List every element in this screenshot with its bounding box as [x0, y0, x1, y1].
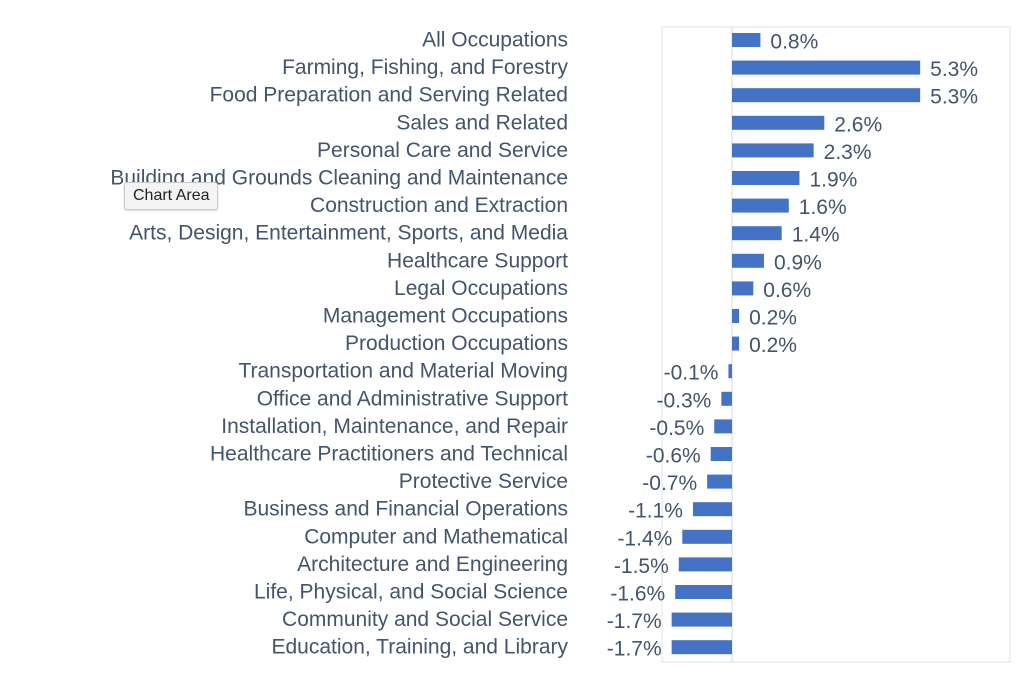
- bar[interactable]: [732, 198, 789, 213]
- category-label: Farming, Fishing, and Forestry: [282, 56, 568, 79]
- data-label: 0.2%: [749, 334, 797, 357]
- category-label: Installation, Maintenance, and Repair: [221, 415, 568, 438]
- bar[interactable]: [732, 281, 754, 296]
- bar[interactable]: [714, 419, 732, 434]
- category-label: Personal Care and Service: [317, 139, 568, 162]
- category-label: Sales and Related: [396, 111, 568, 134]
- chart-area-tooltip: Chart Area: [124, 182, 219, 210]
- bar[interactable]: [710, 447, 732, 461]
- bar[interactable]: [732, 115, 825, 130]
- bar[interactable]: [732, 226, 782, 241]
- data-label: -0.6%: [646, 445, 701, 468]
- data-label: 1.6%: [799, 196, 847, 219]
- bar[interactable]: [732, 33, 761, 47]
- bar[interactable]: [678, 557, 732, 572]
- data-label: -1.6%: [610, 583, 665, 606]
- category-label: Production Occupations: [345, 332, 568, 355]
- data-label: -0.5%: [649, 417, 704, 440]
- data-label: -0.7%: [642, 472, 697, 495]
- category-label: Building and Grounds Cleaning and Mainte…: [110, 167, 568, 190]
- category-label: Construction and Extraction: [310, 194, 568, 217]
- bar[interactable]: [732, 253, 764, 268]
- bar[interactable]: [732, 143, 814, 158]
- category-label: Legal Occupations: [394, 277, 568, 300]
- data-label: -1.7%: [607, 638, 662, 661]
- data-label: -0.1%: [664, 362, 719, 385]
- bar[interactable]: [732, 88, 921, 103]
- category-label: Protective Service: [399, 470, 568, 493]
- category-label: Healthcare Support: [387, 249, 568, 272]
- data-label: 5.3%: [930, 86, 978, 109]
- bar[interactable]: [721, 391, 732, 406]
- data-label: 2.3%: [824, 141, 872, 164]
- bar[interactable]: [671, 612, 732, 627]
- category-label: Arts, Design, Entertainment, Sports, and…: [129, 222, 568, 245]
- data-label: 0.9%: [774, 251, 822, 274]
- bar[interactable]: [732, 309, 740, 323]
- data-label: -1.5%: [614, 555, 669, 578]
- data-label: 5.3%: [930, 58, 978, 81]
- bar[interactable]: [682, 529, 732, 544]
- data-label: 1.4%: [792, 224, 840, 247]
- category-label: Food Preparation and Serving Related: [210, 84, 568, 107]
- category-label: Community and Social Service: [282, 608, 568, 631]
- category-label: Healthcare Practitioners and Technical: [210, 443, 568, 466]
- plot-area: [661, 26, 1011, 663]
- data-label: -1.1%: [628, 500, 683, 523]
- data-label: 1.9%: [809, 169, 857, 192]
- category-label: Office and Administrative Support: [257, 387, 568, 410]
- bar[interactable]: [707, 474, 732, 489]
- data-label: -0.3%: [656, 389, 711, 412]
- data-label: 2.6%: [834, 113, 882, 136]
- category-label: All Occupations: [422, 29, 568, 52]
- category-label: Business and Financial Operations: [243, 498, 568, 521]
- category-label: Computer and Mathematical: [304, 525, 568, 548]
- bar[interactable]: [732, 336, 740, 351]
- bar[interactable]: [732, 60, 921, 75]
- category-label: Architecture and Engineering: [297, 553, 568, 576]
- category-label: Education, Training, and Library: [271, 636, 568, 659]
- bar[interactable]: [732, 171, 800, 185]
- bar[interactable]: [675, 585, 732, 599]
- data-label: -1.7%: [607, 610, 662, 633]
- bar[interactable]: [728, 364, 732, 379]
- data-label: 0.6%: [763, 279, 811, 302]
- data-label: 0.2%: [749, 307, 797, 330]
- category-label: Life, Physical, and Social Science: [254, 581, 568, 604]
- bar[interactable]: [671, 640, 732, 655]
- data-label: 0.8%: [770, 31, 818, 54]
- bar[interactable]: [692, 502, 732, 517]
- data-label: -1.4%: [617, 527, 672, 550]
- category-label: Management Occupations: [323, 305, 568, 328]
- category-label: Transportation and Material Moving: [238, 360, 568, 383]
